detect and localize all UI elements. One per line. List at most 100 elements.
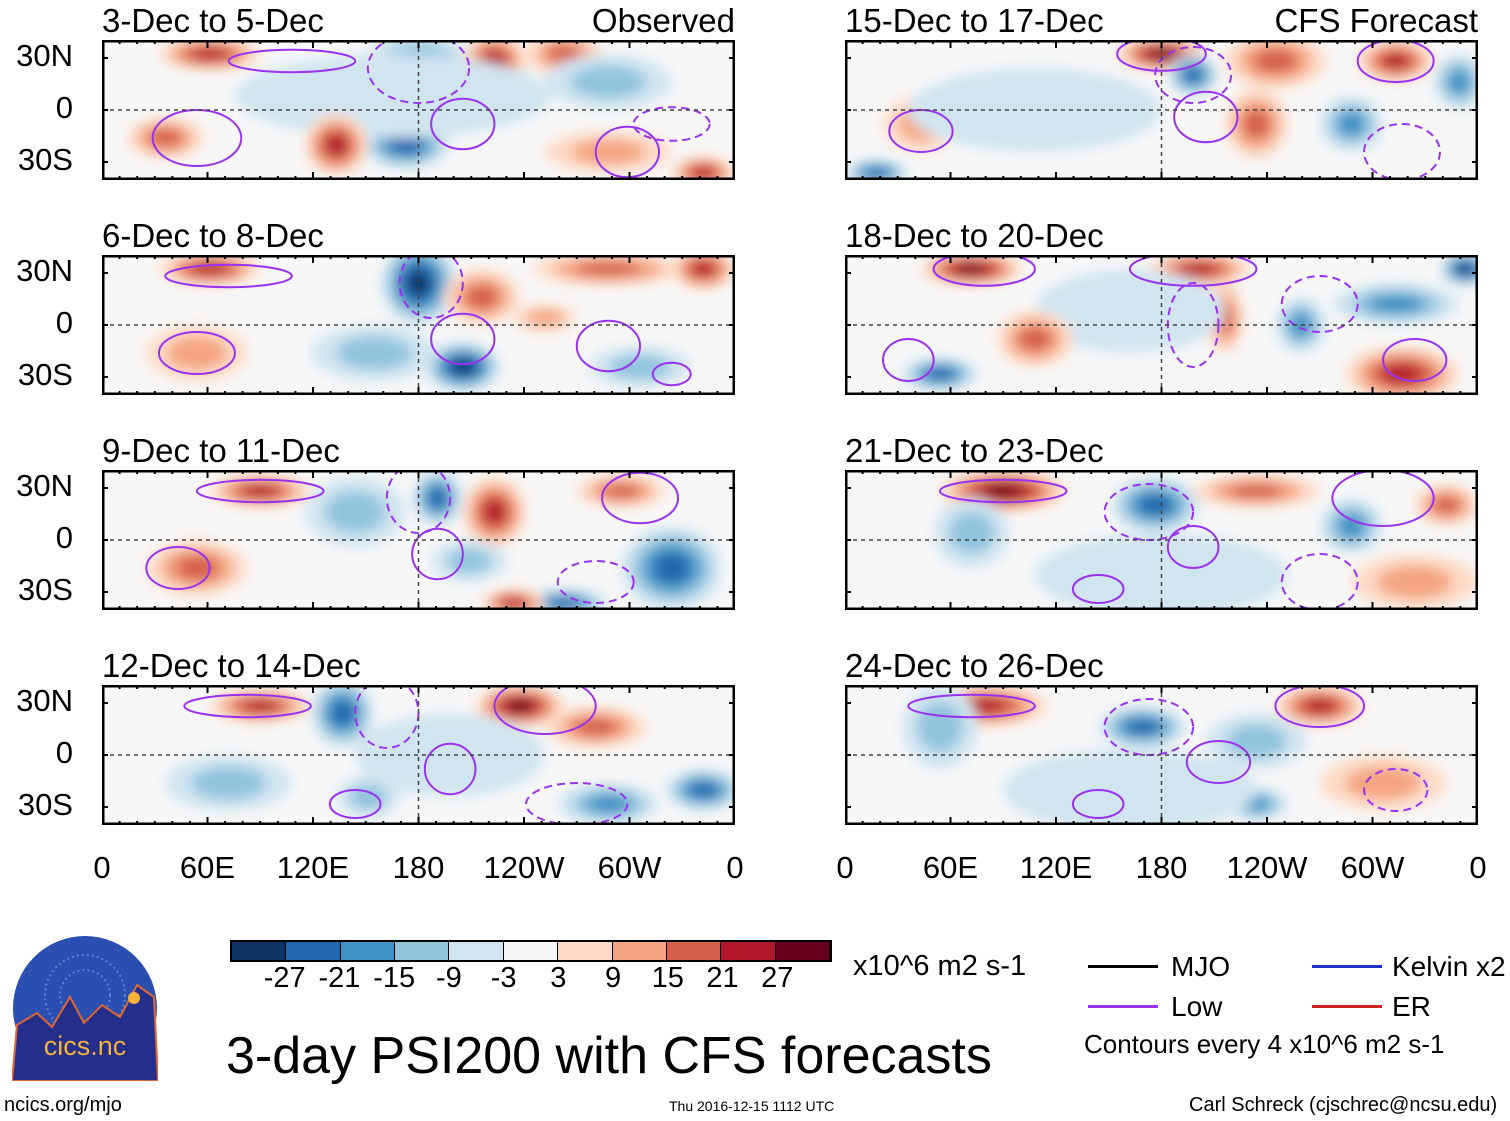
colorbar-swatch [449,942,504,960]
anomaly-shading [243,485,278,497]
y-tick-label: 30S [17,142,73,177]
low-contour [151,109,243,167]
low-contour [385,470,452,534]
anomaly-shading [654,554,689,582]
x-tick-label: 60E [922,850,979,885]
colorbar-swatch [612,942,667,960]
y-tick-label: 0 [55,735,73,770]
low-contour [1363,123,1442,180]
colorbar-label: -15 [373,962,416,994]
x-tick-label: 120W [1226,850,1308,885]
y-tick-label: 30N [16,38,73,73]
x-tick-label: 120W [483,850,565,885]
y-tick-label: 30S [17,357,73,392]
anomaly-shading [325,134,347,156]
low-contour [1173,90,1239,144]
low-contour [1103,483,1195,541]
low-contour [575,319,642,373]
map-panel [102,40,735,180]
low-contour [1185,740,1252,784]
source-url[interactable]: ncics.org/mjo [4,1094,122,1116]
anomaly-shading [1253,49,1298,73]
anomaly-shading [1149,49,1174,59]
low-contour [932,255,1036,287]
map-panel [845,40,1478,180]
low-contour [907,693,1036,719]
anomaly-shading [1034,533,1289,610]
low-contour [1071,789,1125,819]
anomaly-shading [908,68,1162,152]
anomaly-shading [602,483,641,499]
low-contour [594,125,661,179]
panel-title: 18-Dec to 20-Dec [845,217,1104,254]
y-tick-label: 30N [16,468,73,503]
y-tick-label: 0 [55,90,73,125]
panel-title: 12-Dec to 14-Dec [102,647,361,684]
anomaly-shading [502,598,524,608]
colorbar-swatch [666,942,722,960]
low-contour [227,48,357,74]
y-tick-label: 0 [55,305,73,340]
low-contour [556,560,635,604]
low-contour [398,255,464,319]
anomaly-shading [1182,263,1217,275]
anomaly-shading [1242,109,1271,139]
timestamp: Thu 2016-12-15 1112 UTC [669,1098,835,1114]
colorbar-label: 9 [605,962,622,994]
anomaly-shading [1226,724,1287,758]
low-contour [1280,553,1359,610]
colorbar-label: -9 [436,962,462,994]
x-tick-label: 60E [179,850,236,885]
low-contour [1331,470,1435,527]
anomaly-shading [355,713,546,797]
low-contour [195,478,325,504]
low-contour [430,97,496,151]
anomaly-shading [1127,720,1158,734]
anomaly-shading [336,336,413,370]
anomaly-shading [570,65,647,99]
low-contour [1116,40,1207,72]
colorbar-swatch [395,942,450,960]
y-tick-label: 30N [16,253,73,288]
x-tick-label: 180 [392,850,445,885]
anomaly-shading [1184,68,1202,82]
anomaly-shading [1003,748,1257,825]
legend-mjo-line [1088,965,1158,968]
x-tick-label: 60W [597,850,662,885]
legend-er-line [1312,1005,1382,1008]
anomaly-shading [1432,496,1460,514]
low-contour [938,478,1068,504]
low-contour [157,331,236,375]
anomaly-shading [917,701,963,753]
low-contour [145,546,211,590]
low-contour [366,40,471,104]
anomaly-shading [985,485,1021,497]
colorbar-label: 15 [651,962,684,994]
anomaly-shading [465,285,499,309]
low-contour [493,685,597,735]
low-contour [1071,574,1125,604]
colorbar-label: -27 [263,962,306,994]
anomaly-shading [1337,112,1365,136]
anomaly-shading [927,368,953,380]
low-contour [1154,46,1233,104]
y-tick-label: 30N [16,683,73,718]
x-tick-label: 0 [836,850,854,885]
anomaly-shading [324,491,386,533]
anomaly-shading [507,700,532,712]
anomaly-shading [549,598,579,608]
anomaly-shading [692,262,714,276]
anomaly-shading [190,766,267,800]
anomaly-shading [446,548,492,574]
x-tick-label: 0 [1469,850,1487,885]
y-tick-label: 30S [17,572,73,607]
anomaly-shading [192,48,227,60]
low-contour [1274,685,1366,728]
svg-text:cics.nc: cics.nc [44,1031,127,1061]
panel-title: 21-Dec to 23-Dec [845,432,1104,469]
anomaly-shading [1018,327,1052,351]
column-label: CFS Forecast [1274,2,1478,39]
low-contour [1166,525,1220,569]
legend-mjo-label: MJO [1171,951,1231,982]
colorbar-swatch [558,942,613,960]
